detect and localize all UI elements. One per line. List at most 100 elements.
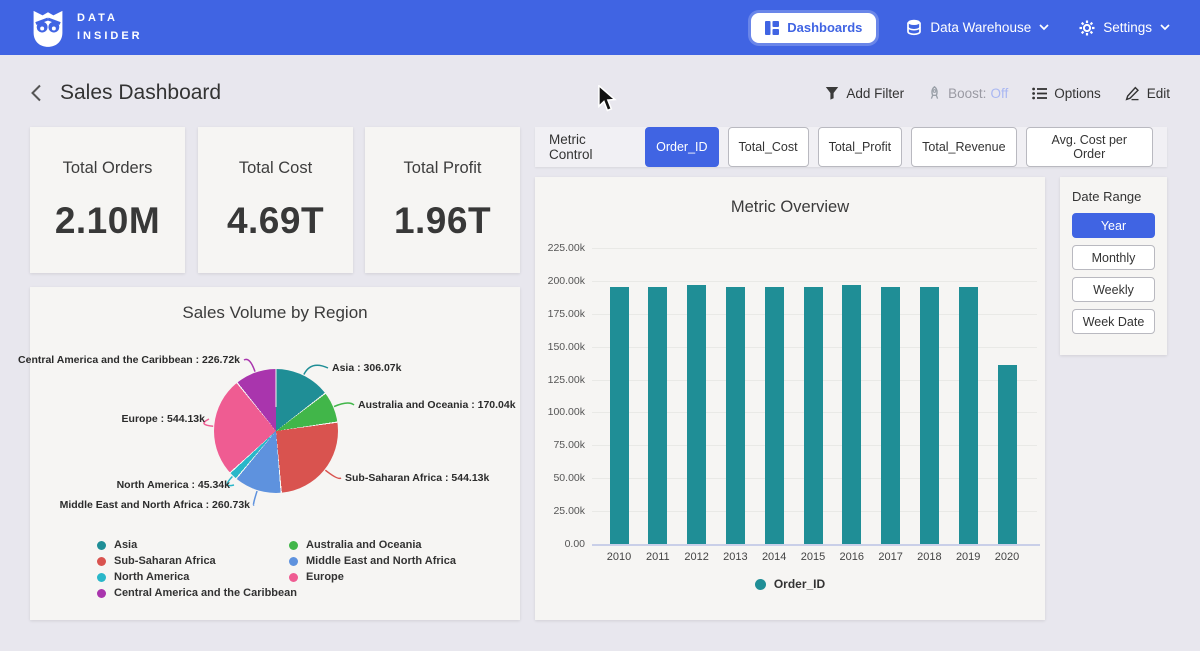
back-button[interactable] [30, 84, 42, 102]
bar-legend-label: Order_ID [774, 577, 825, 591]
x-tick-label: 2014 [754, 551, 794, 563]
legend-dot [97, 541, 106, 550]
pie-label-sub-saharan-africa: Sub-Saharan Africa : 544.13k [345, 472, 489, 484]
metric-option-order-id[interactable]: Order_ID [645, 127, 718, 167]
legend-dot [289, 541, 298, 550]
bar-plot: 0.0025.00k50.00k75.00k100.00k125.00k150.… [535, 177, 1045, 620]
date-range-weekly[interactable]: Weekly [1072, 277, 1155, 302]
bar-2016 [842, 285, 861, 544]
dashboards-grid-icon [765, 21, 779, 35]
legend-label: Australia and Oceania [306, 539, 422, 551]
gear-icon [1079, 20, 1095, 36]
legend-label: Europe [306, 571, 344, 583]
y-tick-label: 50.00k [540, 472, 585, 484]
metric-option-total-cost[interactable]: Total_Cost [728, 127, 809, 167]
chevron-down-icon [1039, 24, 1049, 31]
options-label: Options [1054, 86, 1101, 101]
metric-control-bar: Metric Control Order_IDTotal_CostTotal_P… [535, 127, 1167, 167]
x-tick-label: 2013 [715, 551, 755, 563]
legend-dot [289, 573, 298, 582]
kpi-value: 1.96T [394, 200, 491, 242]
kpi-label: Total Cost [239, 159, 312, 178]
chevron-down-icon [1160, 24, 1170, 31]
page-title: Sales Dashboard [60, 81, 221, 105]
metric-control-options: Order_IDTotal_CostTotal_ProfitTotal_Reve… [645, 127, 1153, 167]
legend-item-europe[interactable]: Europe [289, 571, 344, 583]
legend-label: Middle East and North Africa [306, 555, 456, 567]
logo-line2: INSIDER [77, 28, 143, 45]
metric-option-total-profit[interactable]: Total_Profit [818, 127, 903, 167]
dashboards-button[interactable]: Dashboards [751, 13, 876, 43]
x-tick-label: 2010 [599, 551, 639, 563]
boost-state: Off [990, 86, 1008, 101]
top-navbar: DATA INSIDER Dashboards [0, 0, 1200, 55]
legend-dot [97, 573, 106, 582]
legend-item-sub-saharan-africa[interactable]: Sub-Saharan Africa [97, 555, 216, 567]
pie-chart[interactable] [214, 369, 338, 493]
bar-2015 [804, 287, 823, 544]
settings-menu[interactable]: Settings [1079, 20, 1170, 36]
settings-label: Settings [1103, 20, 1152, 35]
metric-option-total-revenue[interactable]: Total_Revenue [911, 127, 1016, 167]
pie-label-asia: Asia : 306.07k [332, 362, 401, 374]
add-filter-button[interactable]: Add Filter [825, 86, 904, 101]
legend-item-asia[interactable]: Asia [97, 539, 137, 551]
x-tick-label: 2012 [677, 551, 717, 563]
options-button[interactable]: Options [1032, 86, 1101, 101]
bar-2010 [610, 287, 629, 544]
pie-label-central-america-and-the-caribbean: Central America and the Caribbean : 226.… [18, 354, 240, 366]
database-icon [906, 19, 922, 36]
legend-dot [97, 589, 106, 598]
y-tick-label: 0.00 [540, 538, 585, 550]
y-tick-label: 175.00k [540, 308, 585, 320]
kpi-value: 2.10M [55, 200, 160, 242]
metric-option-avg-cost-per-order[interactable]: Avg. Cost per Order [1026, 127, 1153, 167]
legend-item-australia-and-oceania[interactable]: Australia and Oceania [289, 539, 422, 551]
bar-2014 [765, 287, 784, 544]
data-warehouse-menu[interactable]: Data Warehouse [906, 19, 1049, 36]
boost-rocket-icon [928, 86, 941, 101]
bar-2019 [959, 287, 978, 544]
legend-item-north-america[interactable]: North America [97, 571, 189, 583]
y-tick-label: 125.00k [540, 374, 585, 386]
add-filter-label: Add Filter [846, 86, 904, 101]
gridline [592, 281, 1037, 282]
metric-overview-panel: Metric Overview 0.0025.00k50.00k75.00k10… [535, 177, 1045, 620]
x-tick-label: 2017 [871, 551, 911, 563]
legend-label: Sub-Saharan Africa [114, 555, 216, 567]
options-list-icon [1032, 87, 1047, 100]
y-tick-label: 225.00k [540, 242, 585, 254]
pie-label-europe: Europe : 544.13k [122, 413, 205, 425]
boost-toggle[interactable]: Boost: Off [928, 86, 1008, 101]
y-tick-label: 150.00k [540, 341, 585, 353]
logo-line1: DATA [77, 10, 143, 27]
edit-button[interactable]: Edit [1125, 86, 1170, 101]
app-logo[interactable]: DATA INSIDER [30, 8, 143, 48]
kpi-card-total-cost: Total Cost 4.69T [198, 127, 353, 273]
data-warehouse-label: Data Warehouse [930, 20, 1031, 35]
legend-label: North America [114, 571, 189, 583]
x-tick-label: 2015 [793, 551, 833, 563]
date-range-panel: Date Range YearMonthlyWeeklyWeek Date [1060, 177, 1167, 355]
owl-logo-icon [30, 8, 66, 48]
date-range-monthly[interactable]: Monthly [1072, 245, 1155, 270]
x-tick-label: 2011 [638, 551, 678, 563]
bar-2011 [648, 287, 667, 544]
bar-chart-legend[interactable]: Order_ID [535, 577, 1045, 591]
legend-item-central-america-and-the-caribbean[interactable]: Central America and the Caribbean [97, 587, 297, 599]
date-range-year[interactable]: Year [1072, 213, 1155, 238]
legend-dot-order-id [755, 579, 766, 590]
pie-label-australia-and-oceania: Australia and Oceania : 170.04k [358, 399, 516, 411]
kpi-label: Total Orders [63, 159, 153, 178]
pie-label-north-america: North America : 45.34k [117, 479, 230, 491]
legend-item-middle-east-and-north-africa[interactable]: Middle East and North Africa [289, 555, 456, 567]
x-axis-line [592, 544, 1040, 546]
edit-pencil-icon [1125, 86, 1140, 101]
sales-volume-panel: Sales Volume by Region Asia : 306.07kAus… [30, 287, 520, 620]
date-range-options: Year Monthly Weekly Week Date [1072, 213, 1155, 334]
legend-dot [289, 557, 298, 566]
kpi-value: 4.69T [227, 200, 324, 242]
date-range-week-date[interactable]: Week Date [1072, 309, 1155, 334]
kpi-label: Total Profit [404, 159, 482, 178]
x-tick-label: 2020 [987, 551, 1027, 563]
